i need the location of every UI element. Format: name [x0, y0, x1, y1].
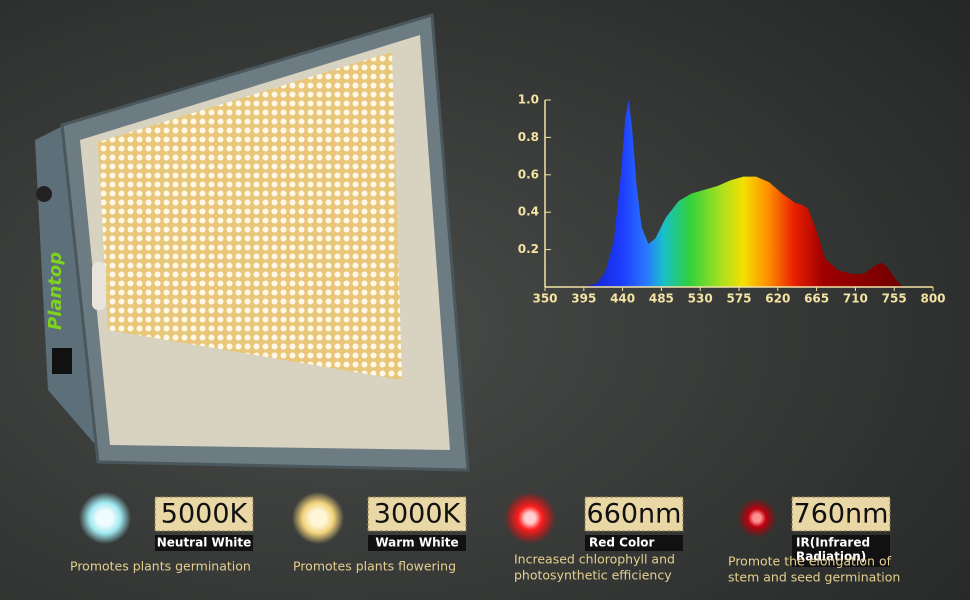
name-label: IR(Infrared: [796, 536, 870, 550]
value-label: 760nm: [794, 499, 889, 530]
description: Promotes plants flowering: [293, 559, 456, 574]
side-box: [35, 125, 100, 450]
x-tick-label: 620: [765, 292, 790, 306]
x-tick-label: 440: [610, 292, 635, 306]
brand: Plantop: [45, 252, 66, 330]
light-icon: [737, 498, 777, 538]
y-tick-label: 0.2: [518, 242, 539, 256]
y-tick-label: 0.4: [518, 205, 539, 219]
y-tick-label: 0.6: [518, 167, 539, 181]
x-tick-label: 350: [532, 292, 557, 306]
name-label: Red Color: [589, 536, 655, 550]
name-label: Neutral White: [157, 536, 252, 550]
knob: [36, 186, 52, 202]
value-box: [791, 496, 891, 532]
x-tick-label: 800: [920, 292, 945, 306]
x-tick-label: 485: [649, 292, 674, 306]
light-icon: [504, 492, 556, 544]
y-tick-label: 0.8: [518, 130, 539, 144]
value-box: [367, 496, 467, 532]
x-tick-label: 395: [571, 292, 596, 306]
value-box: [584, 496, 684, 532]
light-icon: [79, 492, 131, 544]
value-label: 660nm: [587, 499, 682, 530]
value-box: [154, 496, 254, 532]
led-board: [98, 52, 402, 380]
description: stem and seed germination: [728, 570, 900, 585]
name-box: [368, 535, 466, 551]
label-plate: [92, 262, 106, 310]
x-tick-label: 530: [688, 292, 713, 306]
name-box: [792, 535, 890, 567]
value-label: 5000K: [161, 499, 249, 530]
grow-light: Plantop: [35, 13, 470, 472]
x-tick-label: 710: [843, 292, 868, 306]
x-tick-label: 665: [804, 292, 829, 306]
features: 5000K Neutral White Promotes plants germin…: [70, 492, 900, 585]
name-label: Warm White: [375, 536, 458, 550]
light-icon: [292, 492, 344, 544]
name-label: Radiation): [796, 550, 866, 564]
description: photosynthetic efficiency: [514, 568, 672, 583]
spectrum-chart: 0.2 0.4 0.6 0.8 1.0 350 395 440 485 530 575 620 665 7…: [518, 93, 946, 306]
spectrum-area: [583, 100, 903, 287]
x-tick-label: 575: [726, 292, 751, 306]
x-tick-label: 755: [882, 292, 907, 306]
name-box: [585, 535, 683, 551]
name-box: [155, 535, 253, 551]
y-tick-label: 1.0: [518, 93, 539, 107]
description: Promote the elongation of: [728, 554, 892, 569]
value-label: 3000K: [374, 499, 462, 530]
description: Increased chlorophyll and: [514, 552, 675, 567]
socket: [52, 348, 72, 374]
description: Promotes plants germination: [70, 559, 251, 574]
